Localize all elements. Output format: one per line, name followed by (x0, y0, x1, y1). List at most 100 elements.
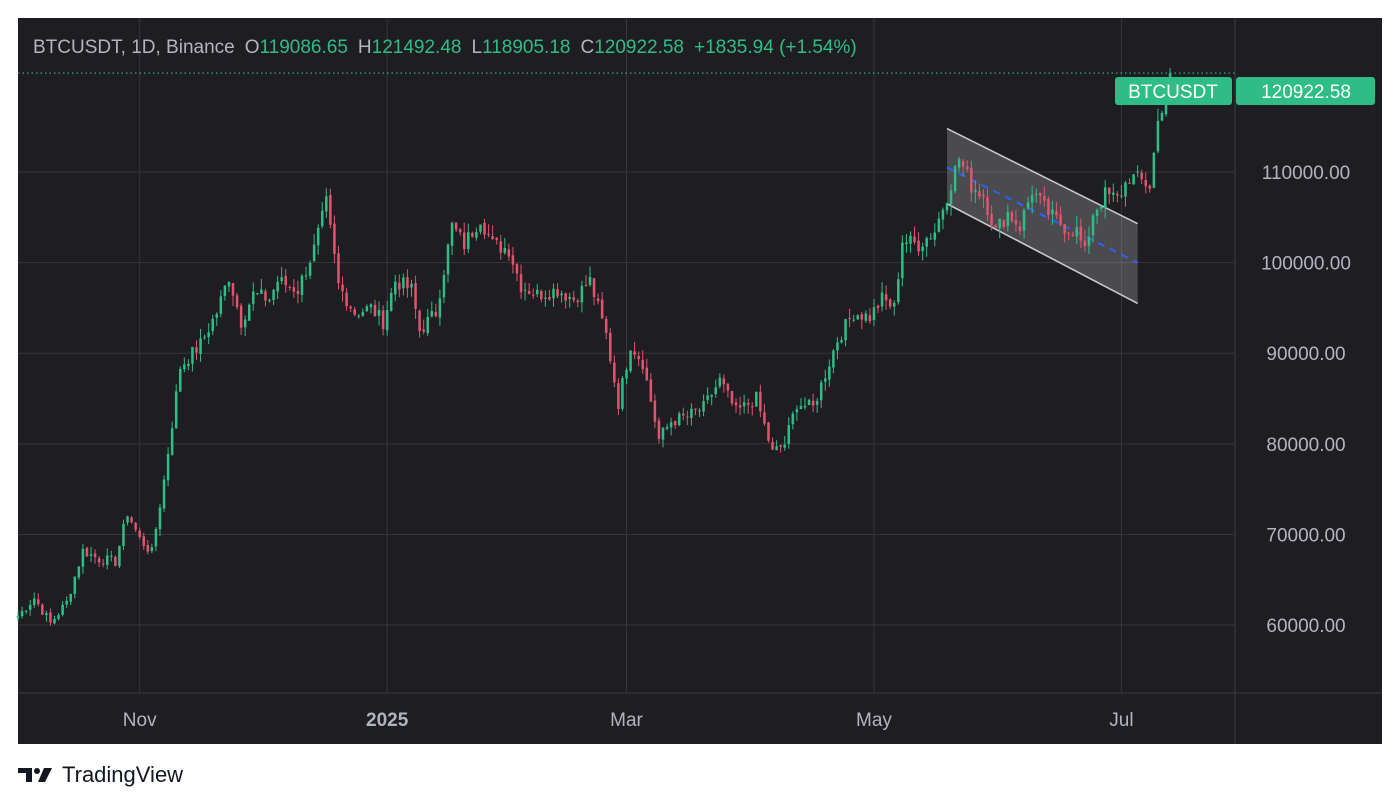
candle-body (1144, 179, 1148, 187)
x-tick-label: 2025 (366, 710, 409, 731)
candle-body (422, 329, 425, 332)
candle-body (1075, 227, 1079, 237)
candle-body (1071, 234, 1074, 236)
candle-body (840, 340, 843, 343)
candle-body (191, 346, 194, 364)
candle-body (633, 351, 636, 355)
candle-body (69, 593, 72, 602)
candle-body (61, 604, 64, 615)
candle-body (819, 382, 823, 401)
candle-body (89, 554, 93, 556)
candle-body (170, 428, 174, 455)
candle-body (158, 507, 162, 530)
price-axis[interactable]: 60000.00 70000.00 80000.00 90000.00 100000.0… (1261, 163, 1351, 637)
candle-body (596, 298, 600, 302)
candle-body (657, 420, 661, 439)
candle-body (1022, 210, 1026, 231)
time-axis[interactable]: Nov 2025 Mar May Jul (123, 710, 1134, 731)
candle-body (126, 516, 129, 523)
candle-body (978, 191, 981, 197)
candle-body (471, 232, 474, 237)
candle-body (868, 315, 872, 322)
candle-body (897, 279, 900, 303)
channel-mid-line (946, 166, 1139, 264)
legend-high-label: H (358, 37, 372, 58)
candle-body (1030, 194, 1034, 203)
candle-body (77, 566, 81, 578)
candle-body (499, 241, 503, 253)
candle-body (888, 299, 892, 307)
candle-body (114, 556, 117, 566)
candle-body (917, 240, 920, 252)
symbol-tag-bg (1115, 77, 1232, 105)
candle-body (146, 544, 150, 552)
candle-body (645, 367, 649, 381)
candle-body (231, 282, 235, 296)
candle-body (584, 284, 588, 287)
candle-body (957, 159, 961, 168)
candle-body (357, 315, 361, 317)
candle-body (381, 310, 385, 330)
candle-body (511, 255, 515, 265)
candle-body (694, 408, 697, 410)
channel-lower-line (946, 203, 1139, 305)
y-tick-label: 70000.00 (1266, 525, 1345, 546)
candle-body (150, 547, 154, 552)
legend-open-label: O (245, 37, 260, 58)
candle-body (333, 223, 336, 255)
candle-body (649, 379, 653, 402)
candle-body (722, 378, 726, 385)
candle-body (1152, 152, 1156, 188)
y-tick-label: 80000.00 (1266, 435, 1345, 456)
candle-body (487, 233, 490, 235)
candle-body (272, 289, 275, 300)
candle-body (389, 292, 393, 311)
candle-body (1014, 220, 1018, 225)
candle-body (1087, 236, 1091, 246)
candle-body (1006, 212, 1010, 226)
candle-body (552, 288, 555, 299)
candle-body (1010, 212, 1014, 222)
candle-body (1026, 202, 1030, 209)
candle-body (746, 402, 750, 405)
candle-body (600, 299, 604, 319)
candle-body (803, 405, 807, 408)
legend-change-value: +1835.94 (+1.54%) (694, 37, 857, 58)
candle-body (799, 406, 803, 409)
candle-body (1132, 174, 1135, 185)
candle-body (665, 426, 669, 429)
candle-body (296, 290, 300, 294)
candles (16, 67, 1172, 626)
candle-body (848, 318, 851, 320)
candle-body (690, 408, 693, 418)
candle-body (734, 402, 738, 406)
candle-body (53, 618, 56, 624)
candle-body (811, 400, 815, 406)
candle-body (531, 294, 535, 296)
price-tag-bg (1236, 77, 1375, 105)
candle-body (122, 523, 125, 546)
symbol-tag-label: BTCUSDT (1128, 82, 1218, 103)
candle-body (767, 422, 770, 441)
candle-body (45, 613, 48, 616)
legend-sep-1: , (121, 37, 132, 58)
candle-body (519, 274, 523, 293)
candle-body (495, 237, 498, 240)
candle-body (308, 262, 312, 276)
candle-body (901, 242, 904, 279)
candle-body (892, 302, 896, 307)
candle-body (24, 610, 28, 612)
candle-body (268, 299, 271, 301)
y-tick-label: 60000.00 (1266, 616, 1345, 637)
candle-body (280, 277, 283, 282)
candle-body (187, 363, 190, 366)
candle-body (414, 283, 417, 309)
candle-body (1043, 195, 1046, 201)
candle-body (430, 310, 434, 317)
candle-body (535, 289, 539, 295)
candle-body (1067, 232, 1070, 234)
candle-body (738, 405, 742, 408)
candle-body (385, 310, 389, 331)
candle-body (852, 319, 855, 321)
